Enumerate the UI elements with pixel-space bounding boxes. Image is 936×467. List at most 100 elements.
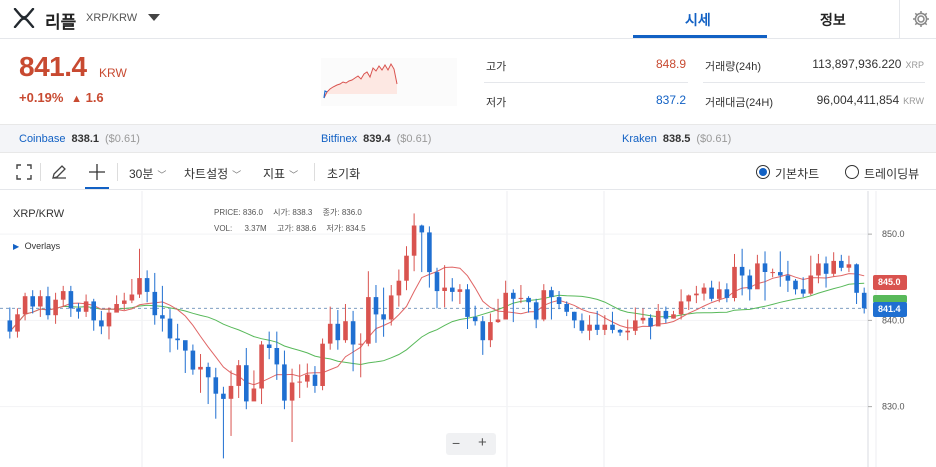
candle-body bbox=[648, 317, 653, 327]
candle-body bbox=[106, 312, 112, 327]
candle-body bbox=[450, 287, 455, 292]
candle-body bbox=[770, 272, 775, 274]
exchange-name: Bitfinex bbox=[321, 133, 358, 145]
low-label: 저가 bbox=[486, 97, 507, 109]
candle-body bbox=[686, 295, 691, 302]
amount-unit: KRW bbox=[903, 96, 924, 106]
legend-close: 836.0 bbox=[341, 208, 362, 217]
candle-body bbox=[724, 289, 730, 298]
candle-body bbox=[480, 321, 486, 341]
candle-body bbox=[655, 310, 661, 327]
ohlc-legend-row1: PRICE: 836.0 시가: 838.3 종가: 836.0 bbox=[214, 207, 362, 218]
toolbar-separator bbox=[40, 163, 41, 181]
basic-chart-label[interactable]: 기본차트 bbox=[775, 167, 820, 181]
high-value: 848.9 bbox=[655, 57, 686, 71]
candle-body bbox=[160, 315, 165, 319]
indicators-label: 지표 bbox=[263, 167, 286, 181]
legend-label: PRICE: bbox=[214, 208, 241, 217]
legend-low: 834.5 bbox=[345, 224, 366, 233]
tab-info[interactable]: 정보 bbox=[820, 12, 846, 28]
gear-icon[interactable] bbox=[911, 9, 931, 29]
candle-body bbox=[694, 293, 699, 296]
candle-body bbox=[503, 292, 508, 320]
header: 리플 XRP/KRW 시세 정보 bbox=[0, 0, 936, 39]
chevron-down-icon: ﹀ bbox=[289, 170, 299, 180]
candle-body bbox=[320, 343, 325, 386]
candle-body bbox=[701, 287, 707, 294]
overlays-toggle[interactable]: ▶ Overlays bbox=[13, 241, 60, 251]
candle-body bbox=[244, 365, 249, 402]
candle-body bbox=[434, 272, 440, 292]
candle-body bbox=[411, 225, 417, 256]
change-amount: 1.6 bbox=[85, 90, 104, 105]
exchange-diff: ($0.61) bbox=[105, 133, 140, 145]
candlestick-chart[interactable]: 850.0 840.0 830.0 XRP/KRW ▶ Overlays PRICE… bbox=[0, 191, 936, 467]
low-value: 837.2 bbox=[655, 93, 686, 107]
legend-label: VOL: bbox=[214, 224, 233, 233]
candle-body bbox=[60, 291, 66, 300]
candle-body bbox=[602, 324, 608, 330]
tradingview-radio[interactable] bbox=[845, 165, 859, 179]
candle-body bbox=[175, 338, 180, 341]
candle-body bbox=[327, 323, 333, 344]
candle-body bbox=[617, 329, 623, 333]
chart-canvas[interactable]: 850.0 840.0 830.0 bbox=[0, 191, 936, 467]
candle-body bbox=[671, 314, 676, 319]
caret-down-icon[interactable] bbox=[147, 13, 161, 23]
candle-body bbox=[282, 364, 287, 401]
zoom-control: − + bbox=[446, 433, 496, 455]
candle-body bbox=[122, 300, 127, 304]
candle-body bbox=[587, 324, 592, 331]
candle-body bbox=[266, 344, 272, 348]
candle-body bbox=[366, 297, 371, 344]
candle-body bbox=[709, 287, 714, 299]
candle-body bbox=[297, 381, 302, 383]
candles bbox=[7, 213, 867, 459]
candle-body bbox=[114, 304, 119, 313]
amount-number: 96,004,411,854 bbox=[816, 93, 900, 107]
xrp-logo-icon bbox=[13, 8, 35, 28]
reset-button[interactable]: 초기화 bbox=[327, 167, 361, 181]
candle-body bbox=[251, 388, 257, 402]
candle-body bbox=[755, 263, 760, 290]
tradingview-label[interactable]: 트레이딩뷰 bbox=[864, 167, 920, 181]
zoom-in-button[interactable]: + bbox=[478, 434, 487, 451]
amount-value: 96,004,411,854 KRW bbox=[770, 93, 924, 107]
candle-body bbox=[831, 260, 836, 274]
candle-body bbox=[457, 289, 463, 292]
candle-body bbox=[312, 374, 318, 386]
ma-price-badge: 845.0 bbox=[873, 275, 907, 290]
candle-body bbox=[526, 297, 531, 303]
basic-chart-radio[interactable] bbox=[756, 165, 770, 179]
exchange-bar: Coinbase 838.1 ($0.61) Bitfinex 839.4 ($0.61… bbox=[0, 124, 936, 153]
candle-body bbox=[465, 289, 470, 317]
coin-name: 리플 bbox=[45, 13, 77, 32]
fullscreen-icon[interactable] bbox=[16, 164, 32, 180]
exchange-kraken: Kraken 838.5 ($0.61) bbox=[622, 133, 731, 145]
candle-body bbox=[83, 301, 89, 312]
legend-vol: 3.37M bbox=[244, 224, 267, 233]
interval-dropdown[interactable]: 30분 ﹀ bbox=[129, 165, 166, 182]
tab-market[interactable]: 시세 bbox=[685, 12, 711, 28]
candle-body bbox=[38, 296, 43, 307]
candle-body bbox=[144, 278, 150, 292]
chart-grid bbox=[0, 191, 877, 467]
amount-label: 거래대금(24H) bbox=[705, 97, 773, 109]
candle-body bbox=[129, 294, 135, 301]
candle-body bbox=[549, 290, 554, 298]
candle-body bbox=[495, 319, 501, 323]
candle-body bbox=[732, 266, 737, 298]
indicators-dropdown[interactable]: 지표 ﹀ bbox=[263, 165, 298, 182]
coin-pair: XRP/KRW bbox=[86, 12, 138, 24]
chart-settings-dropdown[interactable]: 차트설정 ﹀ bbox=[184, 165, 241, 182]
candle-body bbox=[236, 365, 241, 386]
crosshair-icon[interactable] bbox=[87, 162, 107, 182]
pencil-icon[interactable] bbox=[50, 163, 68, 181]
exchange-diff: ($0.61) bbox=[696, 133, 732, 145]
mini-chart-sparkline bbox=[323, 62, 398, 99]
candle-body bbox=[68, 291, 74, 309]
candle-body bbox=[358, 343, 363, 345]
zoom-out-button[interactable]: − bbox=[452, 435, 461, 451]
candle-body bbox=[30, 296, 35, 307]
legend-label: 고가: bbox=[276, 224, 294, 233]
